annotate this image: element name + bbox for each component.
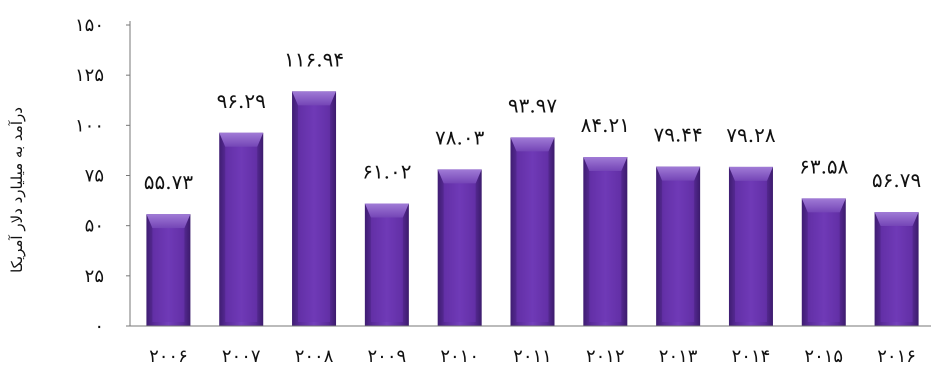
y-tick-label: ۵۰: [85, 216, 104, 237]
bar-value-label: ۱۱۶.۹۴: [284, 47, 344, 71]
bar-group: ۱۱۶.۹۴: [284, 47, 344, 327]
y-tick-label: ۱۲۵: [75, 65, 104, 86]
bar-value-label: ۵۶.۷۹: [872, 168, 921, 192]
bar-face: [734, 180, 767, 322]
bar-face: [807, 212, 840, 322]
y-axis: ۰ ۲۵ ۵۰ ۷۵ ۱۰۰ ۱۲۵ ۱۵۰: [75, 15, 131, 337]
bar-group: ۷۹.۲۸: [726, 123, 776, 326]
bar-face: [152, 228, 185, 322]
x-tick-label: ۲۰۱۲: [586, 346, 625, 367]
y-axis-title: درآمد به میلیارد دلار آمریکا: [8, 107, 26, 273]
bar-face: [298, 105, 331, 323]
bar-top: [437, 169, 482, 184]
bar-value-label: ۶۳.۵۸: [799, 154, 849, 178]
bar-group: ۵۶.۷۹: [872, 168, 921, 326]
bar-group: ۶۱.۰۲: [362, 160, 412, 326]
x-tick-label: ۲۰۱۱: [513, 346, 552, 367]
y-tick-label: ۱۵۰: [75, 15, 104, 36]
y-tick-label: ۷۵: [85, 166, 104, 187]
bar-group: ۶۳.۵۸: [799, 154, 849, 326]
bar-group: ۷۸.۰۳: [435, 125, 485, 326]
x-tick-label: ۲۰۱۳: [659, 346, 698, 367]
bar-value-label: ۹۳.۹۷: [508, 93, 558, 117]
bar-value-label: ۷۸.۰۳: [435, 125, 485, 149]
x-tick-label: ۲۰۱۵: [804, 346, 843, 367]
bar-top: [801, 198, 846, 213]
bar-top: [656, 166, 701, 181]
bar-face: [662, 180, 695, 322]
x-tick-label: ۲۰۰۷: [222, 346, 261, 367]
y-tick-label: ۰: [94, 316, 104, 337]
y-tick-label: ۲۵: [85, 266, 104, 287]
bar-group: ۵۵.۷۳: [144, 170, 194, 326]
x-tick-label: ۲۰۰۹: [368, 346, 407, 367]
bar-top: [874, 212, 919, 227]
bar-face: [516, 151, 549, 322]
bars: ۵۵.۷۳ ۹۶.۲۹ ۱۱۶.۹۴ ۶۱.۰۲ ۷۸.۰۳ ۹۳.۹۷ ۸۴.۲۱ ۷۹.۴…: [144, 47, 921, 327]
bar-face: [880, 226, 913, 322]
x-tick-label: ۲۰۰۶: [149, 346, 188, 367]
bar-top: [292, 91, 337, 106]
bar-value-label: ۵۵.۷۳: [144, 170, 194, 194]
bar-group: ۹۶.۲۹: [217, 89, 266, 326]
bar-value-label: ۶۱.۰۲: [362, 160, 411, 184]
y-tick-label: ۱۰۰: [75, 115, 104, 136]
bar-value-label: ۸۴.۲۱: [581, 113, 630, 137]
bar-face: [225, 146, 258, 322]
x-tick-label: ۲۰۱۶: [877, 346, 916, 367]
bar-face: [370, 217, 403, 322]
bar-top: [728, 166, 773, 181]
x-tick-label: ۲۰۱۴: [732, 346, 771, 367]
bar-group: ۸۴.۲۱: [581, 113, 630, 326]
bar-value-label: ۹۶.۲۹: [217, 89, 266, 113]
x-tick-label: ۲۰۰۸: [295, 346, 334, 367]
bar-value-label: ۷۹.۴۴: [653, 123, 702, 147]
bar-top: [583, 157, 628, 172]
x-tick-label: ۲۰۱۰: [440, 346, 479, 367]
bar-group: ۹۳.۹۷: [508, 93, 558, 326]
x-axis: ۲۰۰۶ ۲۰۰۷ ۲۰۰۸ ۲۰۰۹ ۲۰۱۰ ۲۰۱۱ ۲۰۱۲ ۲۰۱۳ ۲۰۱۴ ۲۰۱۵…: [130, 325, 931, 367]
bar-group: ۷۹.۴۴: [653, 123, 703, 326]
bar-face: [589, 171, 622, 322]
bar-top: [364, 203, 409, 218]
bar-top: [146, 214, 191, 229]
bar-value-label: ۷۹.۲۸: [726, 123, 776, 147]
bar-top: [219, 132, 264, 147]
bar-face: [443, 183, 476, 322]
bar-top: [510, 137, 555, 152]
